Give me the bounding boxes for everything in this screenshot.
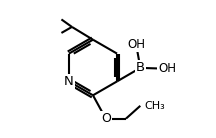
Text: OH: OH: [158, 62, 176, 75]
Text: B: B: [136, 61, 145, 74]
Text: O: O: [101, 112, 111, 125]
Text: CH₃: CH₃: [144, 100, 165, 111]
Text: N: N: [64, 75, 74, 88]
Text: OH: OH: [128, 38, 146, 51]
